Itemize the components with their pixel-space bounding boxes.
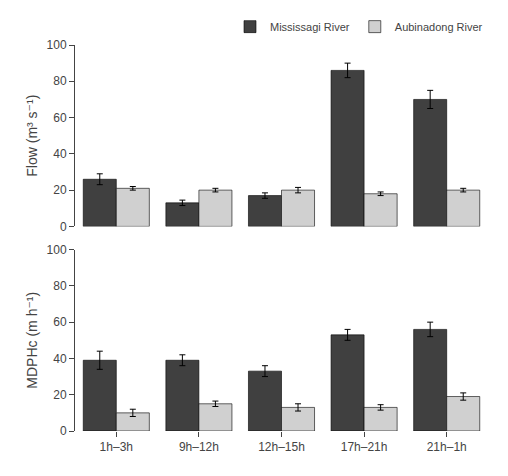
svg-text:60: 60 bbox=[53, 315, 67, 329]
svg-text:0: 0 bbox=[60, 424, 67, 438]
svg-text:100: 100 bbox=[47, 38, 67, 52]
svg-text:9h–12h: 9h–12h bbox=[179, 440, 219, 454]
svg-text:1h–3h: 1h–3h bbox=[100, 440, 133, 454]
svg-text:Aubinadong River: Aubinadong River bbox=[395, 21, 483, 33]
svg-text:80: 80 bbox=[53, 279, 67, 293]
svg-text:20: 20 bbox=[53, 388, 67, 402]
svg-text:0: 0 bbox=[60, 220, 67, 234]
svg-text:40: 40 bbox=[53, 352, 67, 366]
svg-text:Mississagi River: Mississagi River bbox=[270, 21, 350, 33]
svg-text:80: 80 bbox=[53, 74, 67, 88]
svg-text:60: 60 bbox=[53, 111, 67, 125]
svg-text:21h–1h: 21h–1h bbox=[427, 440, 467, 454]
svg-text:MDPHc (m h⁻¹): MDPHc (m h⁻¹) bbox=[24, 292, 40, 389]
svg-text:20: 20 bbox=[53, 183, 67, 197]
svg-text:Flow (m³ s⁻¹): Flow (m³ s⁻¹) bbox=[24, 95, 40, 177]
svg-text:17h–21h: 17h–21h bbox=[341, 440, 388, 454]
svg-text:12h–15h: 12h–15h bbox=[258, 440, 305, 454]
svg-text:40: 40 bbox=[53, 147, 67, 161]
svg-text:100: 100 bbox=[47, 243, 67, 257]
